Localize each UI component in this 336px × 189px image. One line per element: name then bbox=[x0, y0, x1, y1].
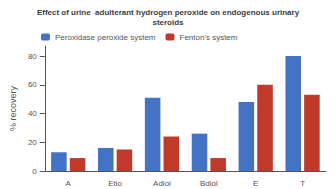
svg-text:T: T bbox=[300, 179, 305, 188]
svg-text:E: E bbox=[253, 179, 258, 188]
svg-text:20: 20 bbox=[28, 138, 37, 147]
svg-text:Peroxidase peroxide system: Peroxidase peroxide system bbox=[55, 33, 156, 42]
svg-text:A: A bbox=[66, 179, 72, 188]
svg-text:Effect of urine adulterant hy: Effect of urine adulterant hydrogen pero… bbox=[37, 8, 300, 17]
svg-text:80: 80 bbox=[28, 52, 37, 61]
svg-text:Fenton's system: Fenton's system bbox=[179, 33, 237, 42]
svg-text:60: 60 bbox=[28, 80, 37, 89]
svg-text:0: 0 bbox=[32, 167, 37, 176]
svg-text:Bdiol: Bdiol bbox=[200, 179, 218, 188]
svg-text:% recovery: % recovery bbox=[8, 85, 18, 131]
svg-text:Etio: Etio bbox=[108, 179, 122, 188]
svg-text:steroids: steroids bbox=[152, 18, 184, 27]
svg-text:40: 40 bbox=[28, 109, 37, 118]
svg-text:Adiol: Adiol bbox=[153, 179, 171, 188]
